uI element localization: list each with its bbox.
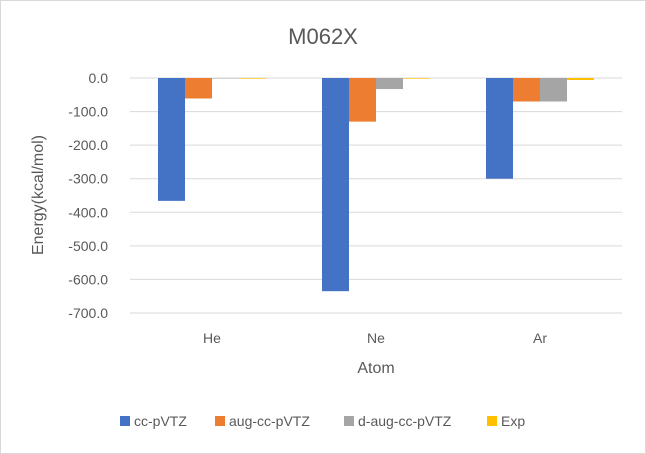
y-tick-label: -200.0: [68, 137, 108, 153]
bar-d-aug-cc-pvtz-ar: [540, 78, 567, 102]
y-tick-label: -300.0: [68, 171, 108, 187]
legend-label: Exp: [501, 413, 525, 429]
y-tick-label: -400.0: [68, 204, 108, 220]
bar-exp-he: [239, 78, 266, 79]
bar-aug-cc-pvtz-ne: [349, 78, 376, 122]
y-tick-label: -500.0: [68, 238, 108, 254]
bar-aug-cc-pvtz-he: [185, 78, 212, 99]
legend-swatch: [215, 416, 225, 426]
legend: cc-pVTZ aug-cc-pVTZ d-aug-cc-pVTZ Exp: [120, 413, 525, 429]
y-tick-label: -100.0: [68, 104, 108, 120]
bars: [158, 78, 594, 292]
x-tick-label: Ne: [367, 330, 385, 346]
x-axis-ticks: He Ne Ar: [203, 330, 547, 346]
y-axis-ticks: 0.0 -100.0 -200.0 -300.0 -400.0 -500.0 -600.0 -…: [68, 70, 108, 321]
y-tick-label: 0.0: [89, 70, 109, 86]
legend-swatch: [487, 416, 497, 426]
bar-cc-pvtz-ne: [322, 78, 349, 292]
bar-cc-pvtz-ar: [486, 78, 513, 179]
chart-title: M062X: [288, 24, 358, 49]
bar-cc-pvtz-he: [158, 78, 185, 201]
bar-aug-cc-pvtz-ar: [513, 78, 540, 102]
y-axis-title: Energy(kcal/mol): [30, 135, 47, 255]
bar-d-aug-cc-pvtz-he: [212, 78, 239, 79]
bar-d-aug-cc-pvtz-ne: [376, 78, 403, 90]
legend-swatch: [120, 416, 130, 426]
bar-exp-ar: [567, 78, 594, 81]
x-axis-title: Atom: [357, 360, 394, 377]
y-tick-label: -600.0: [68, 271, 108, 287]
legend-label: d-aug-cc-pVTZ: [358, 413, 452, 429]
gridlines: [130, 77, 622, 314]
x-tick-label: Ar: [533, 330, 547, 346]
legend-swatch: [344, 416, 354, 426]
bar-exp-ne: [403, 78, 430, 79]
x-tick-label: He: [203, 330, 221, 346]
y-tick-label: -700.0: [68, 305, 108, 321]
legend-label: cc-pVTZ: [134, 413, 187, 429]
legend-label: aug-cc-pVTZ: [229, 413, 310, 429]
